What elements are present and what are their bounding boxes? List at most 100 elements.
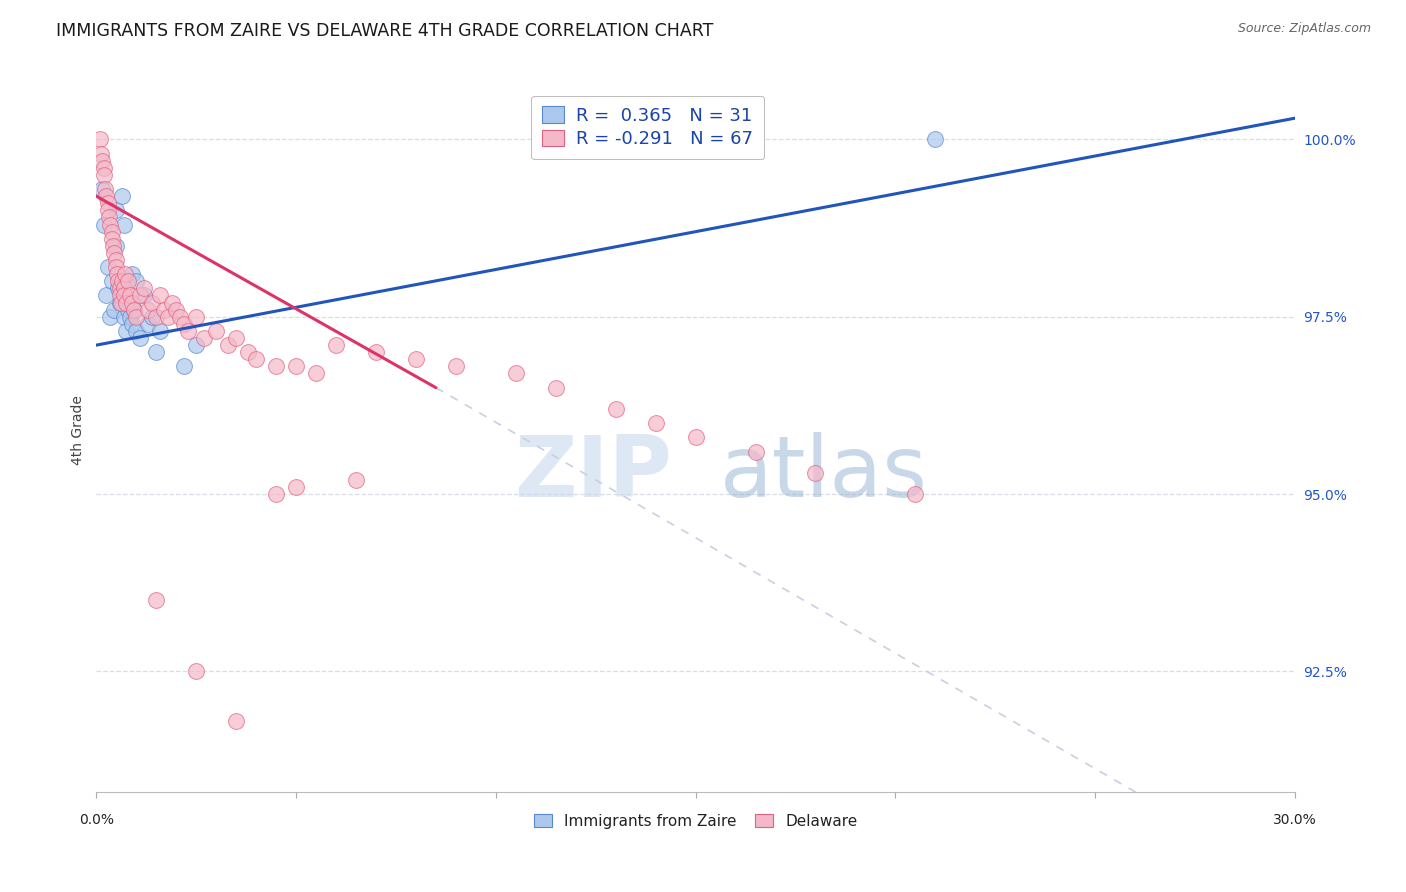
Point xyxy=(544,381,567,395)
Point xyxy=(101,274,124,288)
Point xyxy=(105,203,128,218)
Point xyxy=(107,281,129,295)
Text: 0.0%: 0.0% xyxy=(79,814,114,827)
Point xyxy=(105,239,128,253)
Point xyxy=(145,345,167,359)
Point xyxy=(120,288,142,302)
Point xyxy=(98,211,121,225)
Point xyxy=(110,288,132,302)
Point xyxy=(98,218,121,232)
Point xyxy=(344,473,367,487)
Point xyxy=(165,302,187,317)
Point xyxy=(121,267,143,281)
Point xyxy=(186,338,208,352)
Point xyxy=(129,331,152,345)
Point xyxy=(129,288,152,302)
Point xyxy=(96,288,118,302)
Point xyxy=(121,317,143,331)
Point xyxy=(107,274,129,288)
Point xyxy=(505,367,527,381)
Point xyxy=(101,239,124,253)
Point xyxy=(111,274,134,288)
Point xyxy=(98,310,121,324)
Point xyxy=(124,302,146,317)
Point xyxy=(96,189,118,203)
Point xyxy=(169,310,191,324)
Point xyxy=(804,466,827,480)
Point xyxy=(117,302,139,317)
Point xyxy=(685,430,707,444)
Point xyxy=(136,302,159,317)
Point xyxy=(904,487,927,501)
Point xyxy=(305,367,328,381)
Point xyxy=(94,182,117,196)
Point xyxy=(111,189,134,203)
Point xyxy=(112,281,135,295)
Point xyxy=(405,352,427,367)
Point xyxy=(117,274,139,288)
Y-axis label: 4th Grade: 4th Grade xyxy=(72,395,86,465)
Point xyxy=(93,218,115,232)
Point xyxy=(245,352,267,367)
Text: 30.0%: 30.0% xyxy=(1272,814,1317,827)
Point xyxy=(112,288,135,302)
Point xyxy=(120,310,142,324)
Point xyxy=(141,310,163,324)
Point xyxy=(112,310,135,324)
Point xyxy=(153,302,176,317)
Point xyxy=(605,401,627,416)
Point xyxy=(136,317,159,331)
Point xyxy=(264,487,287,501)
Point xyxy=(186,310,208,324)
Point xyxy=(103,302,125,317)
Point xyxy=(108,281,131,295)
Point xyxy=(90,146,112,161)
Point xyxy=(162,295,184,310)
Point xyxy=(173,317,195,331)
Point xyxy=(115,295,138,310)
Point xyxy=(96,196,118,211)
Point xyxy=(112,218,135,232)
Point xyxy=(264,359,287,374)
Point xyxy=(238,345,260,359)
Point xyxy=(115,324,138,338)
Point xyxy=(134,281,156,295)
Point xyxy=(924,132,946,146)
Text: IMMIGRANTS FROM ZAIRE VS DELAWARE 4TH GRADE CORRELATION CHART: IMMIGRANTS FROM ZAIRE VS DELAWARE 4TH GR… xyxy=(56,22,714,40)
Text: atlas: atlas xyxy=(720,432,928,516)
Point xyxy=(444,359,467,374)
Point xyxy=(125,324,148,338)
Point xyxy=(285,480,308,494)
Point xyxy=(225,714,247,728)
Point xyxy=(124,302,146,317)
Point xyxy=(97,260,120,274)
Point xyxy=(125,310,148,324)
Point xyxy=(149,288,172,302)
Point xyxy=(134,288,156,302)
Point xyxy=(285,359,308,374)
Point xyxy=(157,310,180,324)
Point xyxy=(105,267,128,281)
Point xyxy=(97,203,120,218)
Point xyxy=(205,324,228,338)
Point xyxy=(141,295,163,310)
Point xyxy=(91,153,114,168)
Point xyxy=(145,593,167,607)
Point xyxy=(105,260,128,274)
Point xyxy=(103,246,125,260)
Point xyxy=(644,416,666,430)
Point xyxy=(101,232,124,246)
Point xyxy=(89,132,111,146)
Point xyxy=(177,324,200,338)
Point xyxy=(217,338,239,352)
Point xyxy=(110,295,132,310)
Point xyxy=(93,168,115,182)
Text: ZIP: ZIP xyxy=(515,432,672,516)
Point xyxy=(110,295,132,310)
Legend: Immigrants from Zaire, Delaware: Immigrants from Zaire, Delaware xyxy=(527,807,863,835)
Point xyxy=(114,267,136,281)
Point xyxy=(145,310,167,324)
Point xyxy=(125,274,148,288)
Point xyxy=(325,338,347,352)
Point xyxy=(744,444,766,458)
